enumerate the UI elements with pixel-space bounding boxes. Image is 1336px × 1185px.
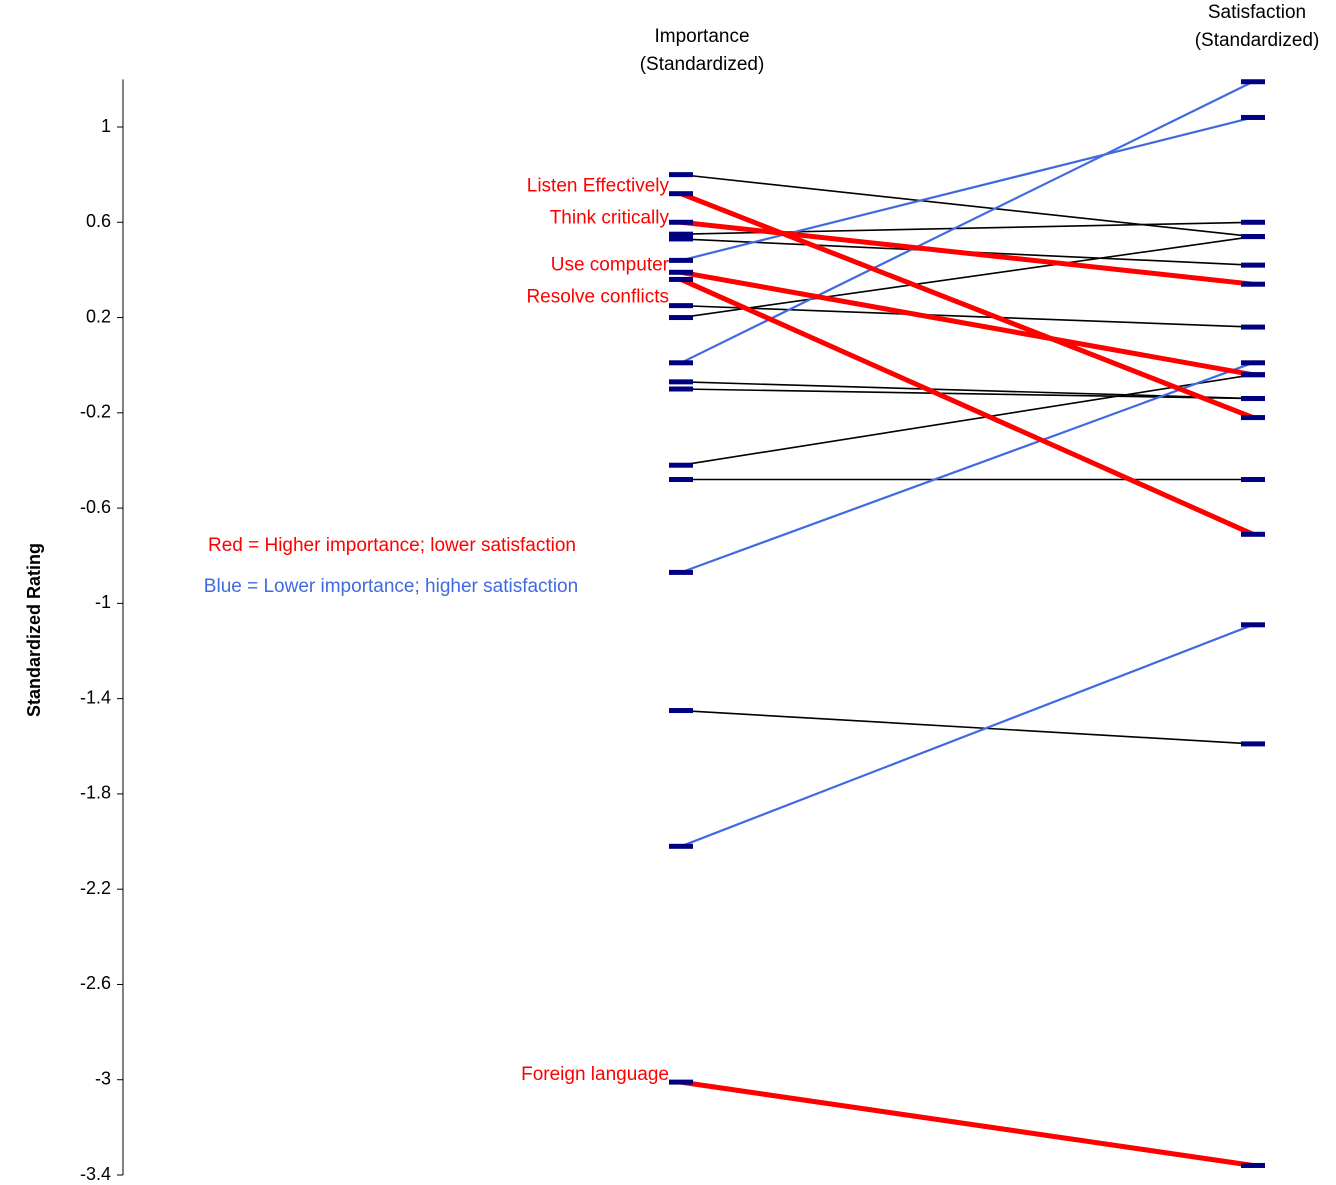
- importance-marker: [669, 379, 693, 385]
- y-tick-label: 1: [101, 116, 111, 136]
- y-tick-label: -0.6: [80, 497, 111, 517]
- y-axis-label: Standardized Rating: [24, 543, 44, 717]
- importance-marker: [669, 231, 693, 237]
- satisfaction-marker: [1241, 477, 1265, 483]
- importance-marker: [669, 462, 693, 468]
- y-tick-label: -3.4: [80, 1164, 111, 1184]
- satisfaction-marker: [1241, 531, 1265, 537]
- item-label: Listen Effectively: [527, 176, 670, 197]
- satisfaction-marker: [1241, 234, 1265, 240]
- rating-markers: [669, 79, 1265, 1168]
- y-tick-label: -2.2: [80, 878, 111, 898]
- item-label: Foreign language: [521, 1064, 669, 1085]
- satisfaction-marker: [1241, 372, 1265, 378]
- importance-marker: [669, 477, 693, 483]
- importance-marker: [669, 236, 693, 242]
- y-tick-label: -0.2: [80, 402, 111, 422]
- slope-line: [680, 623, 1254, 848]
- slope-line: [680, 219, 1254, 287]
- importance-header-line1: Importance: [654, 26, 749, 47]
- satisfaction-marker: [1241, 262, 1265, 268]
- slope-line: [680, 80, 1254, 364]
- slope-line: [680, 1079, 1254, 1168]
- importance-marker: [669, 276, 693, 282]
- satisfaction-marker: [1241, 741, 1265, 747]
- satisfaction-marker: [1241, 622, 1265, 628]
- importance-marker: [669, 360, 693, 366]
- importance-marker: [669, 172, 693, 178]
- item-label: Think critically: [550, 208, 670, 229]
- slope-line: [680, 116, 1254, 262]
- importance-marker: [669, 191, 693, 197]
- satisfaction-header-line2: (Standardized): [1195, 30, 1320, 51]
- importance-marker: [669, 303, 693, 309]
- satisfaction-marker: [1241, 114, 1265, 120]
- importance-marker: [669, 1079, 693, 1085]
- satisfaction-marker: [1241, 360, 1265, 366]
- slope-lines: [679, 80, 1255, 1168]
- importance-marker: [669, 219, 693, 225]
- slope-line: [680, 373, 1254, 467]
- importance-marker: [669, 269, 693, 275]
- satisfaction-marker: [1241, 79, 1265, 85]
- importance-header-line2: (Standardized): [640, 54, 765, 75]
- satisfaction-marker: [1241, 396, 1265, 402]
- satisfaction-marker: [1241, 415, 1265, 421]
- satisfaction-marker: [1241, 324, 1265, 330]
- y-axis: 1 0.6 0.2 -0.2 -0.6 -1 -1.4 -1.8 -2.2 -2.6 -3 -3.4: [80, 79, 124, 1184]
- y-tick-label: -1.8: [80, 783, 111, 803]
- importance-marker: [669, 708, 693, 714]
- slope-line: [680, 235, 1254, 319]
- satisfaction-header-line1: Satisfaction: [1208, 2, 1306, 23]
- y-tick-label: -2.6: [80, 973, 111, 993]
- slope-line: [680, 361, 1254, 574]
- slope-line: [680, 269, 1254, 378]
- importance-marker: [669, 843, 693, 849]
- importance-marker: [669, 257, 693, 263]
- item-label: Use computer: [551, 254, 670, 275]
- y-tick-label: 0.2: [86, 306, 111, 326]
- importance-marker: [669, 569, 693, 575]
- item-label: Resolve conflicts: [526, 286, 669, 307]
- satisfaction-marker: [1241, 1162, 1265, 1168]
- slope-line: [680, 381, 1254, 400]
- satisfaction-marker: [1241, 281, 1265, 287]
- slope-line: [680, 709, 1254, 745]
- satisfaction-marker: [1241, 219, 1265, 225]
- y-tick-label: -1: [95, 592, 111, 612]
- importance-marker: [669, 315, 693, 321]
- slope-line: [680, 173, 1254, 238]
- item-labels: Listen Effectively Think critically Use co…: [521, 176, 670, 1085]
- slope-line: [679, 277, 1255, 537]
- legend-red-note: Red = Higher importance; lower satisfact…: [208, 535, 576, 556]
- y-tick-label: -3: [95, 1068, 111, 1088]
- slope-line: [680, 304, 1254, 328]
- legend-blue-note: Blue = Lower importance; higher satisfac…: [204, 576, 578, 597]
- y-tick-label: 0.6: [86, 211, 111, 231]
- importance-marker: [669, 386, 693, 392]
- y-tick-label: -1.4: [80, 687, 111, 707]
